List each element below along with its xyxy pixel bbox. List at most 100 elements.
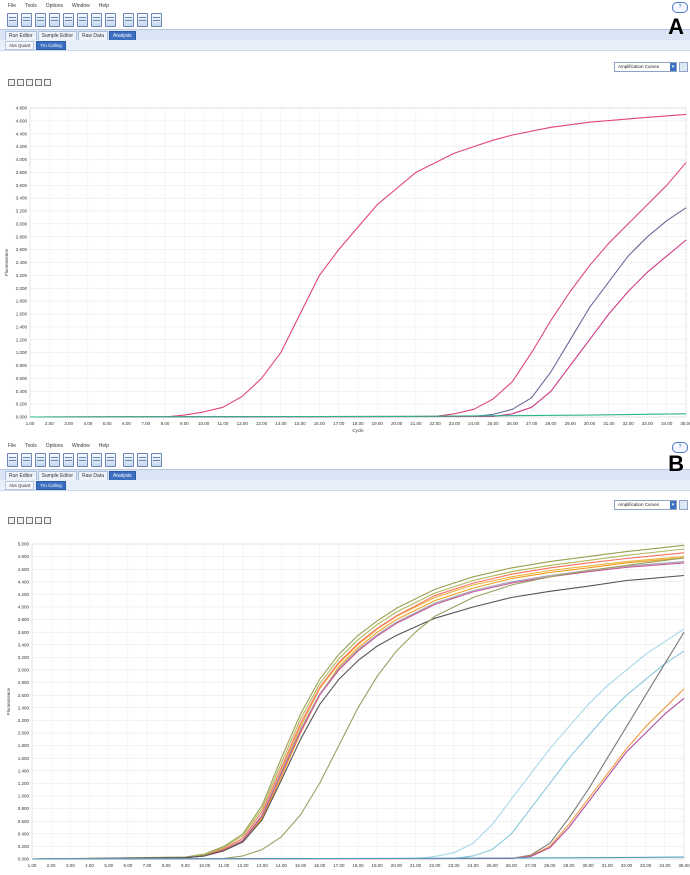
new-file-icon[interactable] bbox=[7, 453, 18, 467]
x-tick-label: 8.00 bbox=[162, 863, 171, 868]
x-tick-label: 11.00 bbox=[217, 421, 228, 426]
save-icon[interactable] bbox=[49, 13, 60, 27]
open-folder-icon[interactable] bbox=[35, 13, 46, 27]
x-tick-label: 27.00 bbox=[525, 863, 537, 868]
edit-icon[interactable] bbox=[35, 79, 42, 86]
menu-options[interactable]: Options bbox=[45, 2, 63, 9]
export-icon[interactable] bbox=[91, 13, 102, 27]
menu-tools[interactable]: Tools bbox=[25, 442, 37, 449]
open-folder-icon[interactable] bbox=[35, 453, 46, 467]
view-options-button[interactable] bbox=[679, 500, 688, 510]
x-tick-label: 25.00 bbox=[487, 421, 499, 426]
y-tick-label: 2.400 bbox=[16, 260, 28, 265]
x-tick-label: 20.00 bbox=[391, 421, 403, 426]
y-tick-label: 3.000 bbox=[18, 668, 30, 673]
menu-help[interactable]: Help bbox=[98, 442, 110, 449]
y-tick-label: 0.400 bbox=[18, 831, 30, 836]
tab-raw-data[interactable]: Raw Data bbox=[78, 471, 108, 480]
y-tick-label: 2.200 bbox=[16, 273, 28, 278]
print-icon[interactable] bbox=[77, 13, 88, 27]
tab-raw-data[interactable]: Raw Data bbox=[78, 31, 108, 40]
report-icon[interactable] bbox=[63, 453, 74, 467]
x-tick-label: 25.00 bbox=[487, 863, 499, 868]
subtab-abs-quant[interactable]: Abs Quant bbox=[5, 40, 35, 50]
y-tick-label: 1.600 bbox=[18, 756, 30, 761]
grid-icon[interactable] bbox=[44, 79, 51, 86]
menu-bar: File Tools Options Window Help bbox=[0, 440, 690, 451]
x-tick-label: 13.00 bbox=[256, 863, 268, 868]
new-file-icon[interactable] bbox=[7, 13, 18, 27]
tab-sample-editor[interactable]: Sample Editor bbox=[37, 31, 78, 40]
x-tick-label: 7.00 bbox=[141, 421, 150, 426]
menu-window[interactable]: Window bbox=[71, 442, 90, 449]
tab-analysis[interactable]: Analysis bbox=[108, 471, 136, 480]
y-tick-label: 0.800 bbox=[18, 806, 30, 811]
run-icon[interactable] bbox=[123, 13, 134, 27]
analysis-icon[interactable] bbox=[105, 13, 116, 27]
subtab-tm-calling[interactable]: Tm Calling bbox=[36, 40, 66, 50]
x-tick-label: 19.00 bbox=[372, 421, 384, 426]
series-line-9 bbox=[31, 557, 685, 860]
print-icon[interactable] bbox=[77, 453, 88, 467]
y-tick-label: 4.600 bbox=[18, 567, 30, 572]
x-tick-label: 24.00 bbox=[468, 421, 480, 426]
series-line-14 bbox=[31, 697, 685, 860]
y-tick-label: 0.200 bbox=[16, 402, 28, 407]
edit-icon[interactable] bbox=[35, 517, 42, 524]
copy-icon[interactable] bbox=[21, 453, 32, 467]
zoom-reset-icon[interactable] bbox=[8, 79, 15, 86]
save-icon[interactable] bbox=[49, 453, 60, 467]
menu-help[interactable]: Help bbox=[98, 2, 110, 9]
menu-options[interactable]: Options bbox=[45, 442, 63, 449]
options-icon[interactable] bbox=[151, 13, 162, 27]
menu-tools[interactable]: Tools bbox=[25, 2, 37, 9]
chart-tools bbox=[8, 79, 51, 86]
run-icon[interactable] bbox=[123, 453, 134, 467]
x-tick-label: 10.00 bbox=[198, 421, 210, 426]
panel-letter: B bbox=[668, 451, 684, 476]
x-tick-label: 16.00 bbox=[314, 863, 326, 868]
tab-run-editor[interactable]: Run Editor bbox=[5, 31, 37, 40]
pan-icon[interactable] bbox=[26, 517, 33, 524]
subtab-abs-quant[interactable]: Abs Quant bbox=[5, 480, 35, 490]
analysis-icon[interactable] bbox=[105, 453, 116, 467]
y-tick-label: 0.000 bbox=[18, 857, 30, 862]
zoom-icon[interactable] bbox=[17, 517, 24, 524]
copy-icon[interactable] bbox=[21, 13, 32, 27]
x-tick-label: 1.00 bbox=[26, 421, 35, 426]
settings-icon[interactable] bbox=[137, 453, 148, 467]
x-tick-label: 31.00 bbox=[603, 421, 615, 426]
report-icon[interactable] bbox=[63, 13, 74, 27]
menu-file[interactable]: File bbox=[8, 2, 17, 9]
y-tick-label: 4.200 bbox=[18, 592, 30, 597]
subtab-tm-calling[interactable]: Tm Calling bbox=[36, 480, 66, 490]
help-icon[interactable]: ? bbox=[672, 2, 688, 13]
analysis-sub-tab-bar: Abs Quant Tm Calling bbox=[0, 40, 690, 51]
tab-analysis[interactable]: Analysis bbox=[108, 31, 136, 40]
view-selector[interactable]: Amplification Curves ▾ bbox=[614, 500, 677, 510]
x-tick-label: 18.00 bbox=[352, 863, 364, 868]
view-selector[interactable]: Amplification Curves ▾ bbox=[614, 62, 677, 72]
x-tick-label: 20.00 bbox=[391, 863, 403, 868]
help-icon[interactable]: ? bbox=[672, 442, 688, 453]
y-tick-label: 3.600 bbox=[18, 630, 30, 635]
menu-window[interactable]: Window bbox=[71, 2, 90, 9]
chevron-down-icon[interactable]: ▾ bbox=[670, 501, 676, 509]
export-icon[interactable] bbox=[91, 453, 102, 467]
settings-icon[interactable] bbox=[137, 13, 148, 27]
zoom-icon[interactable] bbox=[17, 79, 24, 86]
grid-icon[interactable] bbox=[44, 517, 51, 524]
y-axis-title: Fluorescence bbox=[6, 687, 11, 715]
menu-file[interactable]: File bbox=[8, 442, 17, 449]
x-tick-label: 27.00 bbox=[526, 421, 538, 426]
zoom-reset-icon[interactable] bbox=[8, 517, 15, 524]
view-options-button[interactable] bbox=[679, 62, 688, 72]
x-tick-label: 19.00 bbox=[372, 863, 384, 868]
pan-icon[interactable] bbox=[26, 79, 33, 86]
y-tick-label: 0.600 bbox=[16, 376, 28, 381]
x-tick-label: 6.00 bbox=[123, 863, 132, 868]
tab-run-editor[interactable]: Run Editor bbox=[5, 471, 37, 480]
chevron-down-icon[interactable]: ▾ bbox=[670, 63, 676, 71]
options-icon[interactable] bbox=[151, 453, 162, 467]
tab-sample-editor[interactable]: Sample Editor bbox=[37, 471, 78, 480]
